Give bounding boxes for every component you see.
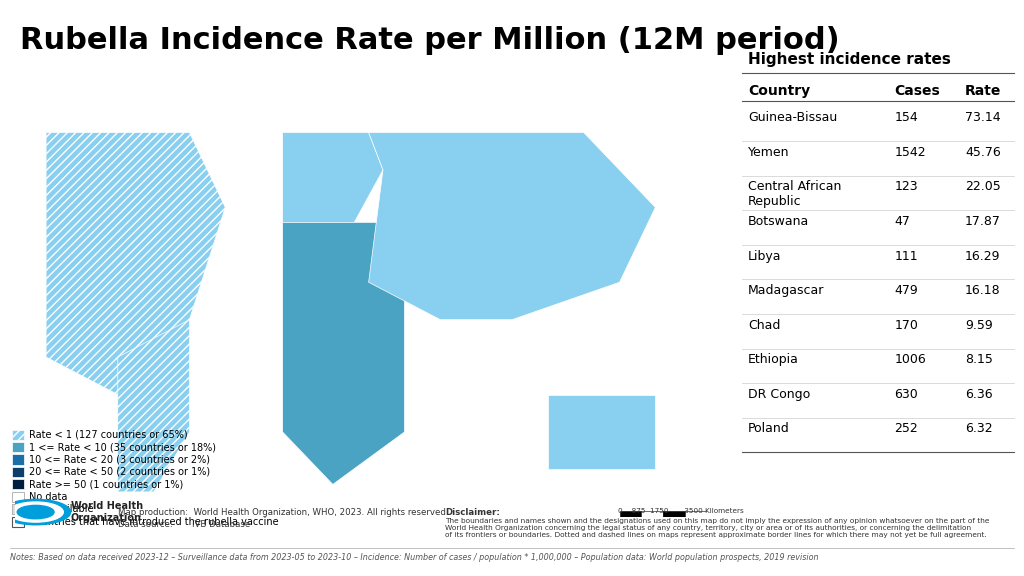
Text: 22.05: 22.05 [965, 180, 1000, 194]
Text: Guinea-Bissau: Guinea-Bissau [748, 111, 837, 124]
Text: Madagascar: Madagascar [748, 284, 824, 297]
Text: Country: Country [748, 84, 810, 98]
Text: ✓: ✓ [14, 517, 22, 526]
Text: 0    875  1750       3500 Kilometers: 0 875 1750 3500 Kilometers [618, 508, 744, 514]
Text: 10 <= Rate < 20 (3 countries or 2%): 10 <= Rate < 20 (3 countries or 2%) [29, 454, 210, 464]
Text: 1542: 1542 [894, 146, 926, 159]
Circle shape [1, 499, 71, 525]
Bar [641, 511, 664, 517]
Text: Chad: Chad [748, 319, 780, 332]
Circle shape [17, 505, 54, 519]
Text: Central African
Republic: Central African Republic [748, 180, 841, 209]
Bar [664, 511, 685, 517]
Text: Yemen: Yemen [748, 146, 790, 159]
Text: The boundaries and names shown and the designations used on this map do not impl: The boundaries and names shown and the d… [445, 518, 990, 539]
Bar [12, 467, 24, 477]
Text: 16.18: 16.18 [965, 284, 1000, 297]
Bar [12, 479, 24, 490]
Bar [620, 511, 641, 517]
Text: 47: 47 [894, 215, 910, 228]
Polygon shape [46, 132, 225, 395]
Text: Rubella Incidence Rate per Million (12M period): Rubella Incidence Rate per Million (12M … [20, 26, 840, 55]
Text: 123: 123 [894, 180, 918, 194]
Polygon shape [548, 395, 655, 469]
Text: 17.87: 17.87 [965, 215, 1000, 228]
Polygon shape [283, 132, 383, 222]
Polygon shape [283, 222, 404, 484]
Text: No data: No data [29, 492, 68, 502]
Text: Libya: Libya [748, 249, 781, 263]
Bar [685, 511, 707, 517]
Polygon shape [118, 320, 189, 492]
Text: World Health: World Health [71, 501, 142, 511]
Text: Cases: Cases [894, 84, 940, 98]
Text: Data source:       IVB Database: Data source: IVB Database [118, 520, 250, 529]
Text: 6.36: 6.36 [965, 388, 992, 401]
Text: 16.29: 16.29 [965, 249, 1000, 263]
Text: 45.76: 45.76 [965, 146, 1000, 159]
Polygon shape [369, 132, 655, 320]
Text: Rate: Rate [965, 84, 1001, 98]
Text: Disclaimer:: Disclaimer: [445, 508, 501, 517]
Text: Notes: Based on data received 2023-12 – Surveillance data from 2023-05 to 2023-1: Notes: Based on data received 2023-12 – … [10, 553, 819, 562]
Text: Poland: Poland [748, 422, 790, 435]
Bar [12, 442, 24, 452]
Text: 20 <= Rate < 50 (2 countries or 1%): 20 <= Rate < 50 (2 countries or 1%) [29, 467, 210, 477]
Bar [12, 454, 24, 465]
Text: 111: 111 [894, 249, 918, 263]
Text: 73.14: 73.14 [965, 111, 1000, 124]
Text: 1006: 1006 [894, 353, 926, 366]
Text: 252: 252 [894, 422, 919, 435]
Text: Ethiopia: Ethiopia [748, 353, 799, 366]
Text: 630: 630 [894, 388, 919, 401]
Text: 479: 479 [894, 284, 919, 297]
Text: Botswana: Botswana [748, 215, 809, 228]
Text: 6.32: 6.32 [965, 422, 992, 435]
Text: Countries that have introduced the rubella vaccine: Countries that have introduced the rubel… [29, 517, 279, 526]
Text: 8.15: 8.15 [965, 353, 993, 366]
Bar [12, 504, 24, 514]
Bar [12, 492, 24, 502]
Text: 170: 170 [894, 319, 919, 332]
Text: Organization: Organization [71, 513, 141, 523]
Text: Highest incidence rates: Highest incidence rates [748, 52, 950, 67]
Text: Map production:  World Health Organization, WHO, 2023. All rights reserved: Map production: World Health Organizatio… [118, 508, 445, 517]
Text: DR Congo: DR Congo [748, 388, 810, 401]
Text: Not available: Not available [29, 505, 93, 514]
Bar [12, 430, 24, 439]
Text: 9.59: 9.59 [965, 319, 992, 332]
Text: Rate < 1 (127 countries or 65%): Rate < 1 (127 countries or 65%) [29, 430, 187, 439]
Text: 1 <= Rate < 10 (35 countries or 18%): 1 <= Rate < 10 (35 countries or 18%) [29, 442, 216, 452]
Text: Rate >= 50 (1 countries or 1%): Rate >= 50 (1 countries or 1%) [29, 479, 183, 490]
Text: 154: 154 [894, 111, 919, 124]
Circle shape [8, 502, 63, 522]
Bar [12, 517, 24, 527]
